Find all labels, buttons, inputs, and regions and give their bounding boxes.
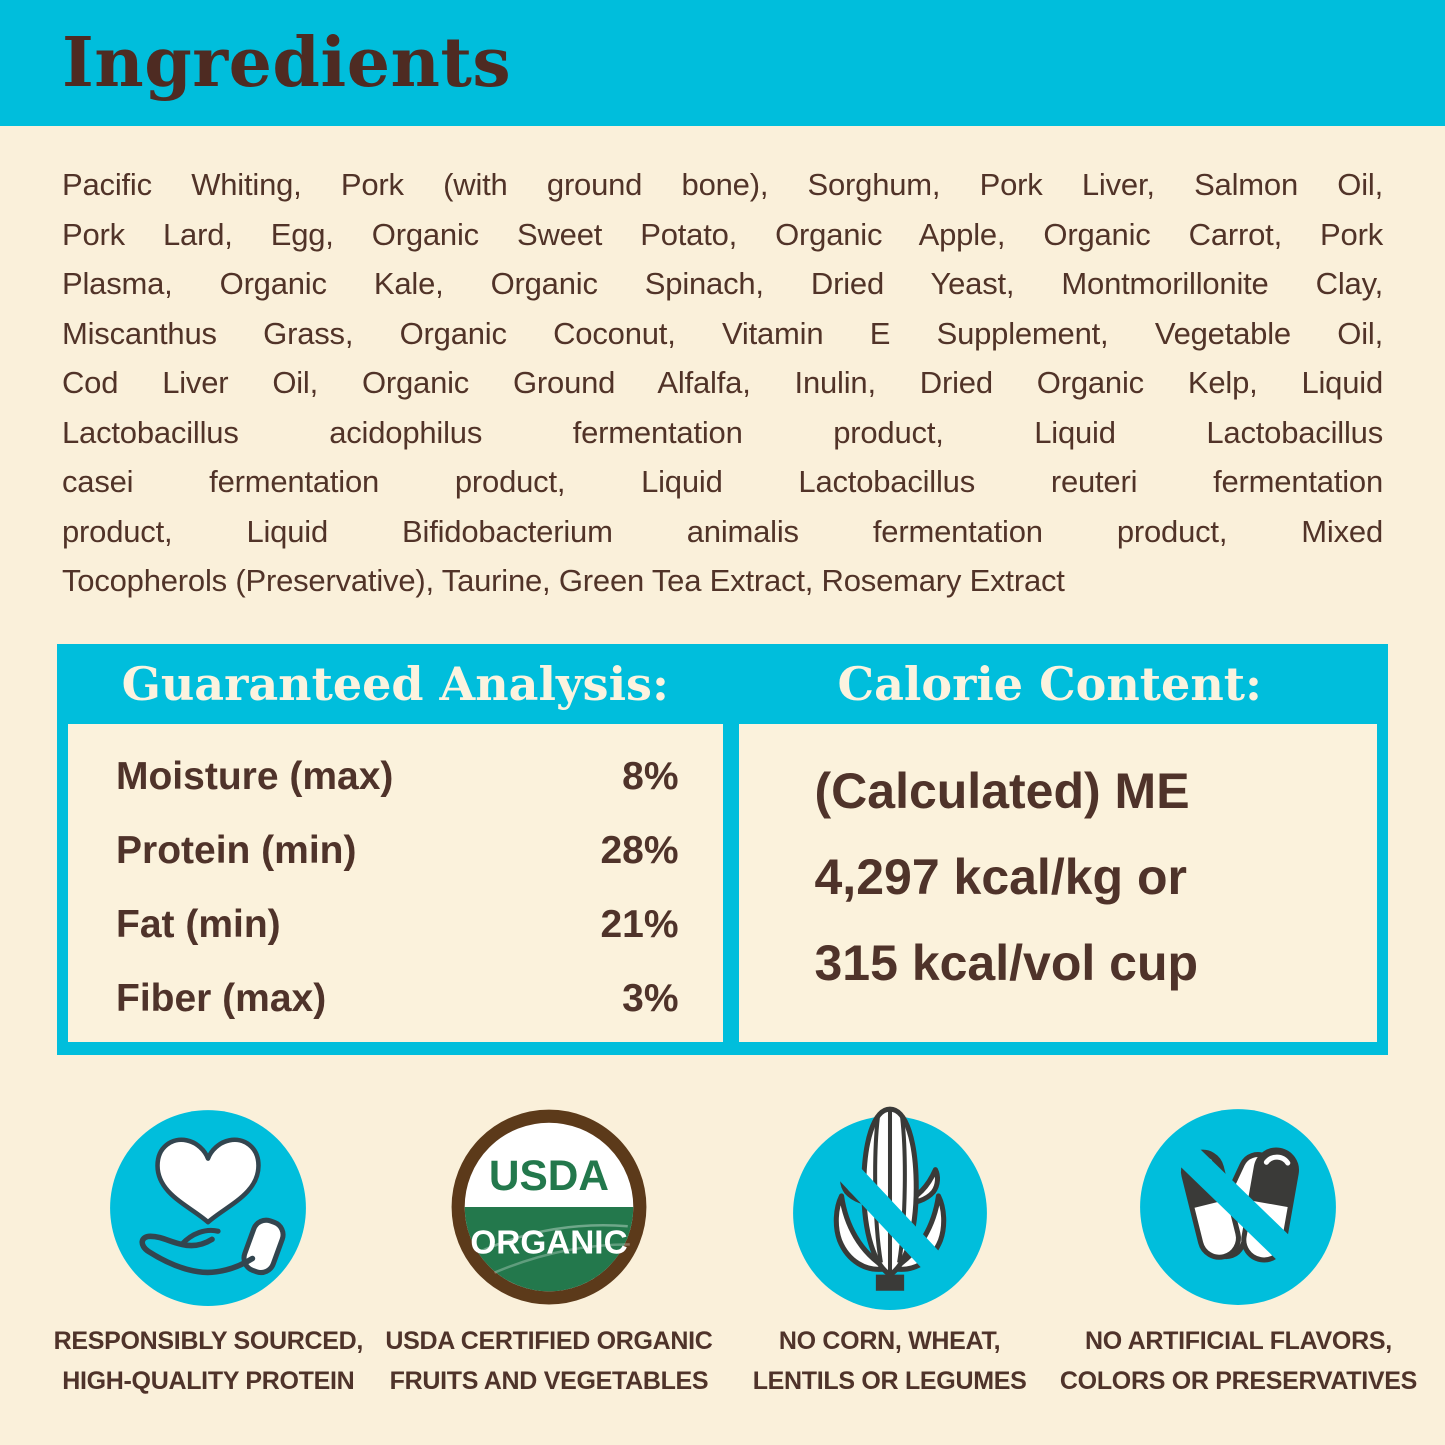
analysis-row: Fat (min) 21% xyxy=(116,888,679,962)
page-title: Ingredients xyxy=(62,23,512,103)
analysis-value: 3% xyxy=(622,976,679,1020)
badge-caption: RESPONSIBLY SOURCED, HIGH-QUALITY PROTEI… xyxy=(53,1326,364,1395)
analysis-row: Moisture (max) 8% xyxy=(116,740,679,814)
ingredients-line: Plasma, Organic Kale, Organic Spinach, D… xyxy=(62,266,1383,301)
ingredients-line: Lactobacillus acidophilus fermentation p… xyxy=(62,414,1383,450)
heart-in-hand-icon xyxy=(110,1109,307,1306)
analysis-calorie-panel: Guaranteed Analysis: Calorie Content: Mo… xyxy=(57,643,1388,1055)
analysis-value: 28% xyxy=(600,828,679,872)
usda-seal-top-text: USDA xyxy=(489,1151,609,1198)
calorie-line: (Calculated) ME xyxy=(814,762,1190,819)
badge-caption: NO CORN, WHEAT, LENTILS OR LEGUMES xyxy=(752,1326,1027,1395)
badge-caption: NO ARTIFICIAL FLAVORS, COLORS OR PRESERV… xyxy=(1059,1326,1417,1395)
badge-caption: USDA CERTIFIED ORGANIC FRUITS AND VEGETA… xyxy=(385,1326,713,1395)
ingredients-line: Pork Lard, Egg, Organic Sweet Potato, Or… xyxy=(62,216,1383,252)
analysis-row: Fiber (max) 3% xyxy=(116,962,679,1036)
no-corn-icon xyxy=(792,1106,987,1310)
usda-organic-seal: USDA ORGANIC xyxy=(451,1109,647,1304)
ingredients-line: Tocopherols (Preservative), Taurine, Gre… xyxy=(62,563,1065,598)
calorie-line: 315 kcal/vol cup xyxy=(814,934,1199,991)
badge-no-artificial: NO ARTIFICIAL FLAVORS, COLORS OR PRESERV… xyxy=(1060,1099,1417,1401)
analysis-label: Moisture (max) xyxy=(116,754,394,798)
panel-headers: Guaranteed Analysis: Calorie Content: xyxy=(68,644,1377,724)
ingredients-line: Pacific Whiting, Pork (with ground bone)… xyxy=(62,167,1383,202)
usda-seal-bottom-text: ORGANIC xyxy=(470,1224,627,1261)
panel-bodies: Moisture (max) 8% Protein (min) 28% Fat … xyxy=(68,723,1377,1042)
analysis-label: Fat (min) xyxy=(116,902,281,946)
ingredients-line: product, Liquid Bifidobacterium animalis… xyxy=(62,513,1383,549)
calorie-line: 4,297 kcal/kg or xyxy=(814,848,1187,905)
analysis-value: 8% xyxy=(622,754,679,798)
analysis-label: Protein (min) xyxy=(116,828,357,872)
header-band: Ingredients xyxy=(0,0,1445,126)
guaranteed-analysis-box: Moisture (max) 8% Protein (min) 28% Fat … xyxy=(68,723,723,1042)
ingredients-line: Miscanthus Grass, Organic Coconut, Vitam… xyxy=(62,315,1383,351)
calorie-content-box: (Calculated) ME 4,297 kcal/kg or 315 kca… xyxy=(738,723,1377,1042)
ingredients-text: Pacific Whiting, Pork (with ground bone)… xyxy=(62,160,1383,606)
no-pills-icon xyxy=(1140,1108,1337,1305)
ingredients-line: Cod Liver Oil, Organic Ground Alfalfa, I… xyxy=(62,365,1383,400)
guaranteed-analysis-title: Guaranteed Analysis: xyxy=(121,656,669,711)
badge-no-corn: NO CORN, WHEAT, LENTILS OR LEGUMES xyxy=(719,1099,1060,1401)
analysis-row: Protein (min) 28% xyxy=(116,814,679,888)
analysis-label: Fiber (max) xyxy=(116,976,327,1020)
badge-usda-organic: USDA ORGANIC USDA CERTIFIED ORGANIC FRUI… xyxy=(379,1099,720,1401)
analysis-value: 21% xyxy=(600,902,679,946)
ingredients-line: casei fermentation product, Liquid Lacto… xyxy=(62,464,1383,499)
badge-responsibly-sourced: RESPONSIBLY SOURCED, HIGH-QUALITY PROTEI… xyxy=(38,1099,379,1401)
badges-row: RESPONSIBLY SOURCED, HIGH-QUALITY PROTEI… xyxy=(38,1099,1417,1401)
calorie-content-title: Calorie Content: xyxy=(837,656,1263,711)
